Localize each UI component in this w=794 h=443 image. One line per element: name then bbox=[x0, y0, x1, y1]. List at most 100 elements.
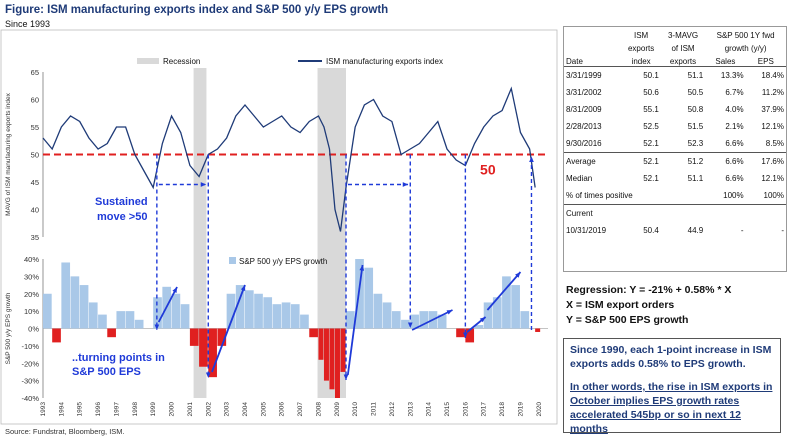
x-tick-label: 2010 bbox=[352, 402, 359, 417]
arrowhead bbox=[205, 372, 211, 378]
eps-y-tick-label: 10% bbox=[24, 307, 39, 316]
table-cell: % of times positive bbox=[566, 191, 633, 200]
eps-bar bbox=[235, 285, 245, 329]
eps-bar bbox=[134, 319, 144, 329]
eps-bar bbox=[502, 276, 511, 329]
table-header-cell: ISM bbox=[633, 31, 649, 40]
eps-bar bbox=[340, 328, 346, 372]
eps-y-tick-label: 30% bbox=[24, 272, 39, 281]
eps-bar bbox=[401, 319, 410, 329]
stats-table-box: ISM 3-MAVG S&P 500 1Y fwd exports of ISM… bbox=[563, 26, 787, 272]
x-tick-label: 2004 bbox=[242, 402, 249, 417]
table-cell: 18.4% bbox=[745, 66, 786, 84]
x-tick-label: 2006 bbox=[279, 402, 286, 417]
legend-ism: Recession ISM manufacturing exports index bbox=[137, 57, 443, 66]
arrowhead bbox=[172, 287, 178, 293]
eps-bar bbox=[107, 328, 116, 338]
table-row: 9/30/2016 52.1 52.3 6.6% 8.5% bbox=[564, 135, 786, 153]
eps-y-axis-title: S&P 500 y/y EPS growth bbox=[5, 292, 12, 364]
table-header-row: Date index exports Sales EPS bbox=[564, 53, 786, 67]
table-cell: 8/31/2009 bbox=[566, 105, 602, 114]
eps-bar bbox=[483, 302, 493, 329]
eps-bar bbox=[535, 328, 541, 332]
x-tick-label: 2013 bbox=[407, 402, 414, 417]
table-cell: 12.1% bbox=[761, 174, 784, 183]
eps-bar bbox=[511, 285, 520, 329]
eps-bar bbox=[492, 297, 502, 329]
eps-y-tick-label: 40% bbox=[24, 255, 39, 264]
arrowhead bbox=[402, 182, 409, 187]
table-header-cell: of ISM bbox=[671, 44, 695, 53]
arrowhead bbox=[529, 156, 534, 163]
eps-bar bbox=[474, 325, 484, 329]
table-header-row: exports of ISM growth (y/y) bbox=[564, 40, 786, 53]
ism-y-axis: 35 40 45 50 55 60 65 MAVG of ISM manufacturing … bbox=[5, 68, 44, 242]
eps-bar bbox=[226, 293, 236, 329]
table-header-cell: Sales bbox=[715, 57, 736, 66]
table-header-cell: EPS bbox=[757, 57, 774, 66]
eps-bar bbox=[125, 311, 135, 329]
table-summary-row: Median 52.1 51.1 6.6% 12.1% bbox=[564, 170, 786, 187]
eps-bar bbox=[98, 314, 107, 329]
table-header-cell: Date bbox=[566, 57, 583, 66]
arrowhead bbox=[446, 310, 453, 315]
table-cell: 51.2 bbox=[660, 152, 706, 170]
eps-y-tick-label: -40% bbox=[21, 394, 39, 403]
eps-bar bbox=[217, 328, 227, 346]
table-cell: 13.3% bbox=[705, 66, 746, 84]
x-tick-label: 2007 bbox=[297, 402, 304, 417]
table-cell: 11.2% bbox=[761, 88, 784, 97]
eps-bar bbox=[88, 302, 98, 329]
eps-bar bbox=[410, 314, 419, 329]
eps-bar bbox=[465, 328, 475, 343]
arrowhead bbox=[463, 332, 468, 338]
table-header-cell bbox=[564, 27, 621, 40]
table-cell: 2/28/2013 bbox=[566, 122, 602, 131]
table-cell: 50.6 bbox=[643, 88, 659, 97]
table-current-row: 10/31/2019 50.4 44.9 - - bbox=[564, 222, 786, 239]
table-row: 8/31/2009 55.1 50.8 4.0% 37.9% bbox=[564, 101, 786, 118]
table-summary-row: % of times positive 100% 100% bbox=[564, 187, 786, 205]
eps-bar bbox=[70, 276, 80, 329]
eps-bar bbox=[272, 304, 282, 329]
eps-bar bbox=[329, 328, 335, 390]
table-header-cell: S&P 500 1Y fwd bbox=[716, 31, 775, 40]
table-cell: 6.7% bbox=[725, 88, 744, 97]
eps-bar bbox=[300, 314, 309, 329]
table-cell: 6.6% bbox=[725, 174, 744, 183]
x-tick-label: 2002 bbox=[205, 402, 212, 417]
table-cell: 51.5 bbox=[687, 122, 704, 131]
table-cell: 9/30/2016 bbox=[566, 139, 602, 148]
table-cell: 3/31/2002 bbox=[566, 88, 602, 97]
arrowhead bbox=[479, 317, 486, 323]
table-cell: 50.4 bbox=[643, 226, 659, 235]
table-cell: 10/31/2019 bbox=[566, 226, 607, 235]
eps-y-tick-label: 0% bbox=[28, 325, 39, 334]
note-paragraph-2: In other words, the rise in ISM exports … bbox=[570, 381, 773, 435]
combo-chart: 35 40 45 50 55 60 65 MAVG of ISM manufacturing … bbox=[0, 29, 558, 425]
ism-y-tick-label: 40 bbox=[31, 206, 39, 215]
x-tick-label: 1994 bbox=[58, 402, 65, 417]
eps-bar bbox=[199, 328, 208, 367]
eps-bar bbox=[153, 297, 162, 329]
x-tick-label: 2015 bbox=[444, 402, 451, 417]
eps-bar bbox=[208, 328, 217, 378]
table-cell: 52.1 bbox=[621, 152, 661, 170]
eps-bar bbox=[116, 311, 126, 329]
trend-arrow-line bbox=[411, 309, 453, 331]
arrowhead bbox=[515, 272, 521, 278]
table-header-cell: growth (y/y) bbox=[724, 44, 767, 53]
arrowhead bbox=[200, 182, 207, 187]
ism-y-tick-label: 45 bbox=[31, 178, 39, 187]
legend-eps-label: S&P 500 y/y EPS growth bbox=[239, 257, 327, 266]
ism-y-tick-label: 65 bbox=[31, 68, 39, 77]
eps-y-tick-label: 20% bbox=[24, 290, 39, 299]
eps-bar bbox=[180, 304, 190, 329]
annotation-sustained: Sustained move >50 bbox=[95, 196, 148, 223]
table-header-cell: exports bbox=[627, 44, 655, 53]
regression-equation: Regression: Y = -21% + 0.58% * X bbox=[566, 284, 732, 296]
table-cell: - bbox=[740, 226, 744, 235]
table-header-cell: exports bbox=[669, 57, 697, 66]
x-tick-label: 1993 bbox=[40, 402, 47, 417]
table-cell: 17.6% bbox=[745, 152, 786, 170]
